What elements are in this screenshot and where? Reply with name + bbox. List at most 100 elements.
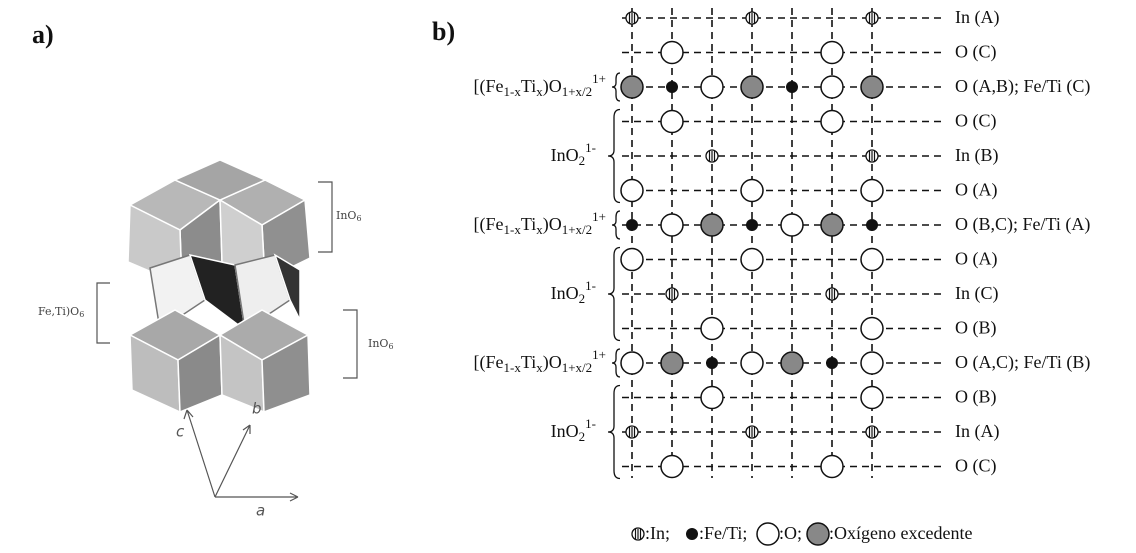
label-sub: 6 <box>79 310 84 319</box>
excess-oxygen-atom <box>741 76 763 98</box>
fe-ti-atom <box>626 219 638 231</box>
label-part: Ti <box>521 76 536 96</box>
label-text: Fe,Ti)O <box>38 305 79 318</box>
oxygen-atom <box>861 180 883 202</box>
label-sub: 6 <box>356 214 361 223</box>
row-label: O (B) <box>955 387 997 408</box>
oxygen-atom <box>781 214 803 236</box>
excess-oxygen-atom <box>821 214 843 236</box>
label-part: )O <box>543 76 562 97</box>
polyhedra <box>128 160 310 412</box>
row-label: O (B) <box>955 318 997 339</box>
oxygen-atom <box>621 352 643 374</box>
label-part: [(Fe <box>473 76 503 97</box>
fe-ti-atom <box>706 357 718 369</box>
polyhedron-label: Fe,Ti)O6 <box>38 305 84 319</box>
oxygen-atom <box>821 111 843 133</box>
label-part: [(Fe <box>473 352 503 373</box>
fe-ti-atom <box>866 219 878 231</box>
oxygen-atom <box>741 180 763 202</box>
axis-label: a <box>256 502 265 520</box>
label-part: 1- <box>585 140 596 155</box>
row-label: O (A) <box>955 249 998 270</box>
oxygen-atom <box>741 249 763 271</box>
excess-oxygen-atom <box>781 352 803 374</box>
label-part: )O <box>543 214 562 235</box>
oxygen-atom <box>701 318 723 340</box>
brace <box>608 110 620 203</box>
label-part: 1-x <box>503 84 521 99</box>
oxygen-atom <box>821 76 843 98</box>
label-part: [(Fe <box>473 214 503 235</box>
label-part: 1+ <box>592 71 606 86</box>
oxygen-atom <box>861 387 883 409</box>
brace <box>608 386 620 479</box>
row-label: In (A) <box>955 421 999 442</box>
row-label: O (A,B); Fe/Ti (C) <box>955 76 1090 97</box>
oxygen-atom <box>861 318 883 340</box>
brace <box>612 73 620 101</box>
row-label: O (C) <box>955 111 997 132</box>
row-label: In (C) <box>955 283 999 304</box>
label-part: 1+x/2 <box>562 360 592 375</box>
legend-label: :In; <box>645 523 670 543</box>
layer-label: InO21- <box>551 140 596 168</box>
oxygen-atom <box>661 111 683 133</box>
layer-label: [(Fe1-xTix)O1+x/21+ <box>473 71 606 99</box>
label-part: 1- <box>585 416 596 431</box>
row-label: O (B,C); Fe/Ti (A) <box>955 214 1090 235</box>
label-part: InO <box>551 145 579 165</box>
legend-label: :Oxígeno excedente <box>829 523 972 543</box>
label-text: InO <box>368 337 388 350</box>
layer-label: [(Fe1-xTix)O1+x/21+ <box>473 347 606 375</box>
label-part: 1+ <box>592 209 606 224</box>
oxygen-atom <box>621 249 643 271</box>
row-label: O (A,C); Fe/Ti (B) <box>955 352 1090 373</box>
fe-ti-atom <box>786 81 798 93</box>
row-label: O (C) <box>955 42 997 63</box>
label-part: 2 <box>579 291 586 306</box>
oxygen-atom <box>701 76 723 98</box>
label-text: InO <box>336 209 356 222</box>
oxygen-atom <box>861 249 883 271</box>
label-part: InO <box>551 421 579 441</box>
label-part: )O <box>543 352 562 373</box>
label-part: InO <box>551 283 579 303</box>
panel-label: a) <box>32 20 54 49</box>
excess-oxygen-atom <box>621 76 643 98</box>
row-label: In (B) <box>955 145 999 166</box>
label-part: Ti <box>521 352 536 372</box>
legend-label: :Fe/Ti; <box>699 523 747 543</box>
layer-label: InO21- <box>551 416 596 444</box>
fe-ti-atom <box>746 219 758 231</box>
fe-ti-atom <box>826 357 838 369</box>
layer-label: [(Fe1-xTix)O1+x/21+ <box>473 209 606 237</box>
label-part: 1-x <box>503 222 521 237</box>
fe-ti-atom <box>686 528 698 540</box>
oxygen-atom <box>821 42 843 64</box>
row-label: O (A) <box>955 180 998 201</box>
row-label: O (C) <box>955 456 997 477</box>
label-part: 2 <box>579 429 586 444</box>
label-part: 2 <box>579 153 586 168</box>
layer-label: InO21- <box>551 278 596 306</box>
oxygen-atom <box>661 42 683 64</box>
brace <box>612 211 620 239</box>
oxygen-atom <box>661 456 683 478</box>
lattice: In (A) O (C) O (A,B); Fe/Ti (C) O (C) In (B)… <box>473 7 1090 545</box>
label-part: Ti <box>521 214 536 234</box>
row-label: In (A) <box>955 7 999 28</box>
label-part: 1+x/2 <box>562 222 592 237</box>
polyhedron-label: InO6 <box>336 209 362 223</box>
excess-oxygen-atom <box>861 76 883 98</box>
excess-oxygen-atom <box>701 214 723 236</box>
oxygen-atom <box>821 456 843 478</box>
label-part: 1+ <box>592 347 606 362</box>
label-part: 1- <box>585 278 596 293</box>
oxygen-atom <box>757 523 779 545</box>
brace <box>612 349 620 377</box>
oxygen-atom <box>861 352 883 374</box>
oxygen-atom <box>701 387 723 409</box>
panel-label: b) <box>432 17 455 46</box>
oxygen-atom <box>741 352 763 374</box>
